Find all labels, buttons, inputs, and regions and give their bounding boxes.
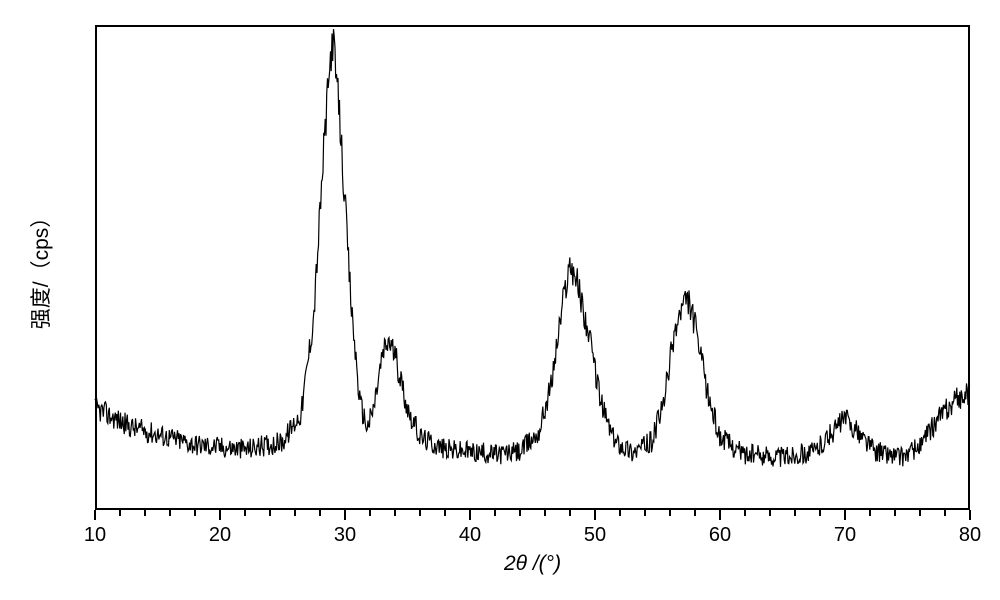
x-tick-label: 60 [709, 524, 731, 547]
xrd-spectrum-line [95, 29, 970, 467]
x-tick-minor [144, 510, 146, 516]
xrd-trace [0, 0, 1000, 600]
x-tick-minor [894, 510, 896, 516]
x-tick-label: 80 [959, 524, 981, 547]
x-tick-minor [519, 510, 521, 516]
x-tick-label: 20 [209, 524, 231, 547]
x-tick-minor [644, 510, 646, 516]
x-tick-major [94, 510, 96, 520]
x-tick-label: 30 [334, 524, 356, 547]
x-tick-minor [944, 510, 946, 516]
x-tick-label: 40 [459, 524, 481, 547]
x-tick-minor [244, 510, 246, 516]
x-tick-minor [769, 510, 771, 516]
x-tick-minor [569, 510, 571, 516]
x-tick-major [969, 510, 971, 520]
x-tick-minor [169, 510, 171, 516]
x-tick-minor [544, 510, 546, 516]
xrd-chart: 强度/（cps） 2θ /(°) 1020304050607080 [0, 0, 1000, 600]
x-tick-label: 70 [834, 524, 856, 547]
x-tick-minor [869, 510, 871, 516]
x-tick-minor [394, 510, 396, 516]
x-tick-minor [694, 510, 696, 516]
x-tick-minor [669, 510, 671, 516]
x-tick-minor [494, 510, 496, 516]
x-tick-label: 50 [584, 524, 606, 547]
x-tick-minor [619, 510, 621, 516]
x-tick-minor [369, 510, 371, 516]
x-tick-major [594, 510, 596, 520]
x-tick-minor [744, 510, 746, 516]
x-tick-minor [444, 510, 446, 516]
x-tick-minor [194, 510, 196, 516]
x-tick-minor [919, 510, 921, 516]
x-tick-major [844, 510, 846, 520]
x-tick-minor [794, 510, 796, 516]
x-tick-major [719, 510, 721, 520]
x-tick-major [219, 510, 221, 520]
x-tick-minor [319, 510, 321, 516]
x-tick-minor [419, 510, 421, 516]
x-tick-minor [119, 510, 121, 516]
x-tick-label: 10 [84, 524, 106, 547]
x-tick-minor [819, 510, 821, 516]
x-tick-major [344, 510, 346, 520]
x-tick-minor [294, 510, 296, 516]
x-tick-major [469, 510, 471, 520]
x-tick-minor [269, 510, 271, 516]
